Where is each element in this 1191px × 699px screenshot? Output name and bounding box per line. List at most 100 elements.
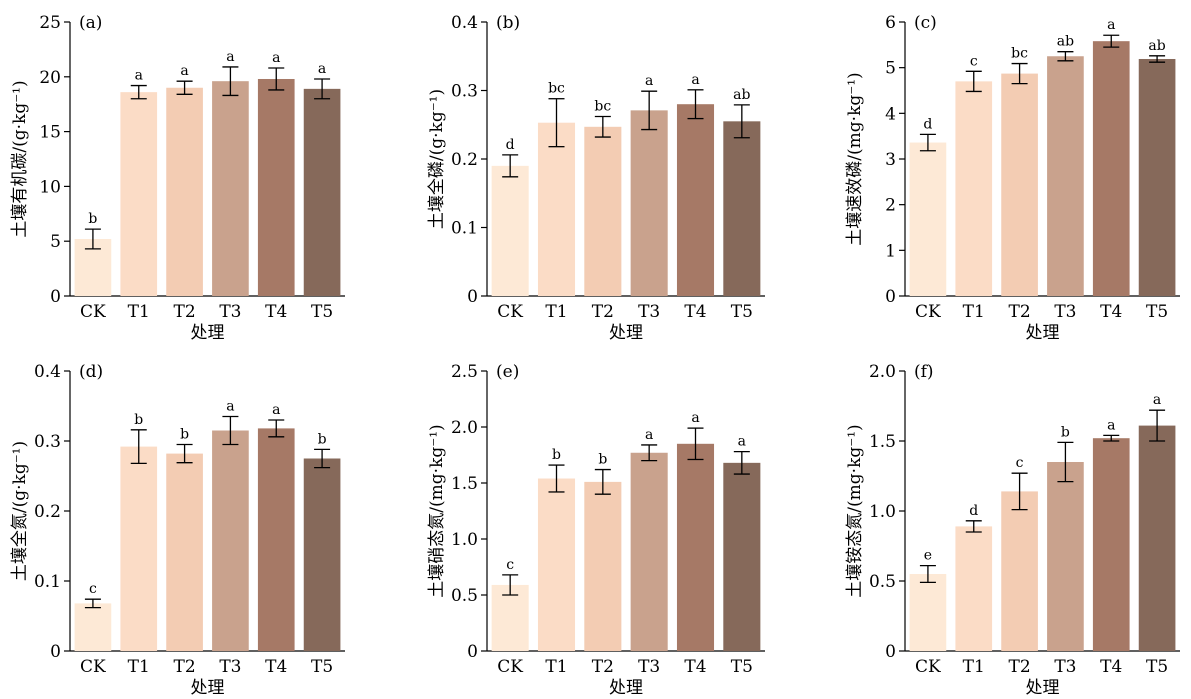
y-axis-title: 土壤硝态氮/(mg·kg⁻¹) <box>426 424 447 597</box>
x-tick-label: T3 <box>638 302 660 322</box>
panel-label: (b) <box>496 13 520 33</box>
bar-ck <box>491 165 529 296</box>
bar-t2 <box>584 481 622 651</box>
significance-letter: bc <box>548 81 565 97</box>
y-tick-label: 2.0 <box>869 362 896 382</box>
x-tick-label: T1 <box>963 657 985 677</box>
bar-t4 <box>257 78 295 296</box>
x-axis-title: 处理 <box>191 678 225 698</box>
y-tick-label: 0.5 <box>451 586 478 606</box>
x-tick-label: T1 <box>545 657 567 677</box>
x-tick-label: CK <box>915 657 941 677</box>
bar-t5 <box>303 88 341 296</box>
y-tick-label: 0 <box>50 642 61 662</box>
x-tick-label: T5 <box>311 657 333 677</box>
x-tick-label: T4 <box>1100 302 1122 322</box>
y-tick-label: 0.1 <box>451 219 478 239</box>
x-axis-title: 处理 <box>609 678 643 698</box>
significance-letter: a <box>1107 417 1115 433</box>
x-tick-label: T3 <box>1054 657 1076 677</box>
bar-ck <box>909 142 947 296</box>
x-tick-label: T1 <box>963 302 985 322</box>
chart-panel-e: 0 0.5 1.0 1.5 2.0 2.5 (e) c CK b T1 b T2 a T3 a T4 a T5 处理 土… <box>426 362 765 698</box>
x-tick-label: CK <box>497 657 523 677</box>
x-tick-label: T2 <box>1009 657 1031 677</box>
significance-letter: d <box>969 503 978 519</box>
y-axis-title: 土壤全磷/(g·kg⁻¹) <box>426 89 447 229</box>
significance-letter: b <box>552 447 561 463</box>
x-tick-label: T2 <box>1009 302 1031 322</box>
panel-label: (c) <box>914 13 937 33</box>
significance-letter: b <box>598 452 607 468</box>
significance-letter: a <box>691 410 699 426</box>
y-tick-label: 2.5 <box>451 362 478 382</box>
x-tick-label: T5 <box>1146 657 1168 677</box>
y-tick-label: 0 <box>467 287 478 307</box>
y-tick-label: 0 <box>467 642 478 662</box>
bar-t1 <box>537 122 576 296</box>
significance-letter: c <box>970 53 978 69</box>
chart-panel-f: 0 0.5 1.0 1.5 2.0 (f) e CK d T1 c T2 b T3 a T4 a T5 处理 土壤铵态… <box>844 362 1180 698</box>
x-tick-label: T4 <box>265 302 287 322</box>
significance-letter: a <box>180 63 188 79</box>
bar-t1 <box>120 446 158 651</box>
y-tick-label: 0.2 <box>34 502 61 522</box>
y-tick-label: 15 <box>39 123 61 143</box>
significance-letter: d <box>506 137 515 153</box>
chart-panel-c: 0 1 2 3 4 5 6 (c) d CK c T1 bc T2 ab T3 a T4 ab T5 处理 土壤速效磷/(… <box>844 13 1180 343</box>
y-tick-label: 0 <box>885 642 896 662</box>
y-tick-label: 3 <box>885 150 896 170</box>
x-tick-label: T5 <box>731 302 753 322</box>
y-tick-label: 5 <box>50 232 61 252</box>
x-tick-label: T5 <box>731 657 753 677</box>
y-axis-title: 土壤全氮/(g·kg⁻¹) <box>9 441 30 581</box>
x-axis-title: 处理 <box>191 323 225 343</box>
x-tick-label: CK <box>915 302 941 322</box>
y-tick-label: 20 <box>39 68 61 88</box>
significance-letter: ab <box>1057 34 1074 50</box>
significance-letter: d <box>923 116 932 132</box>
x-tick-label: T2 <box>174 302 196 322</box>
bar-t5 <box>1138 58 1176 296</box>
significance-letter: e <box>924 548 932 564</box>
significance-letter: ab <box>1148 38 1165 54</box>
significance-letter: a <box>226 399 234 415</box>
x-axis-title: 处理 <box>1026 678 1060 698</box>
panel-label: (a) <box>79 13 102 33</box>
x-tick-label: T2 <box>174 657 196 677</box>
panel-label: (e) <box>496 362 519 382</box>
bar-t2 <box>584 126 622 297</box>
bar-t3 <box>212 430 249 651</box>
significance-letter: b <box>1061 424 1070 440</box>
significance-letter: a <box>272 402 280 418</box>
y-tick-label: 1.0 <box>869 502 896 522</box>
y-tick-label: 25 <box>39 13 61 33</box>
significance-letter: a <box>738 434 746 450</box>
bar-t4 <box>1092 438 1130 651</box>
chart-panel-a: 0 5 10 15 20 25 (a) b CK a T1 a T2 a T3 a T4 a T5 处理 土壤有机碳/(… <box>9 13 345 343</box>
y-tick-label: 0 <box>50 287 61 307</box>
bar-t5 <box>1138 425 1176 651</box>
bar-t4 <box>1092 41 1130 297</box>
bar-t2 <box>166 87 203 296</box>
bar-t5 <box>303 458 341 651</box>
x-tick-label: T3 <box>219 657 241 677</box>
bar-t1 <box>955 526 993 651</box>
y-tick-label: 1.0 <box>451 530 478 550</box>
x-tick-label: T4 <box>265 657 287 677</box>
y-tick-label: 1.5 <box>869 432 896 452</box>
significance-letter: a <box>226 49 234 65</box>
significance-letter: c <box>89 581 97 597</box>
bar-t4 <box>257 428 295 651</box>
x-tick-label: T4 <box>684 657 706 677</box>
x-tick-label: T3 <box>638 657 660 677</box>
x-tick-label: T5 <box>1146 302 1168 322</box>
y-tick-label: 4 <box>885 104 896 124</box>
y-axis-title: 土壤有机碳/(g·kg⁻¹) <box>9 80 30 237</box>
y-tick-label: 0.2 <box>451 150 478 170</box>
significance-letter: a <box>1153 392 1161 408</box>
y-tick-label: 0.3 <box>34 432 61 452</box>
x-tick-label: T4 <box>1100 657 1122 677</box>
x-tick-label: T1 <box>545 302 567 322</box>
bar-t1 <box>537 478 576 651</box>
